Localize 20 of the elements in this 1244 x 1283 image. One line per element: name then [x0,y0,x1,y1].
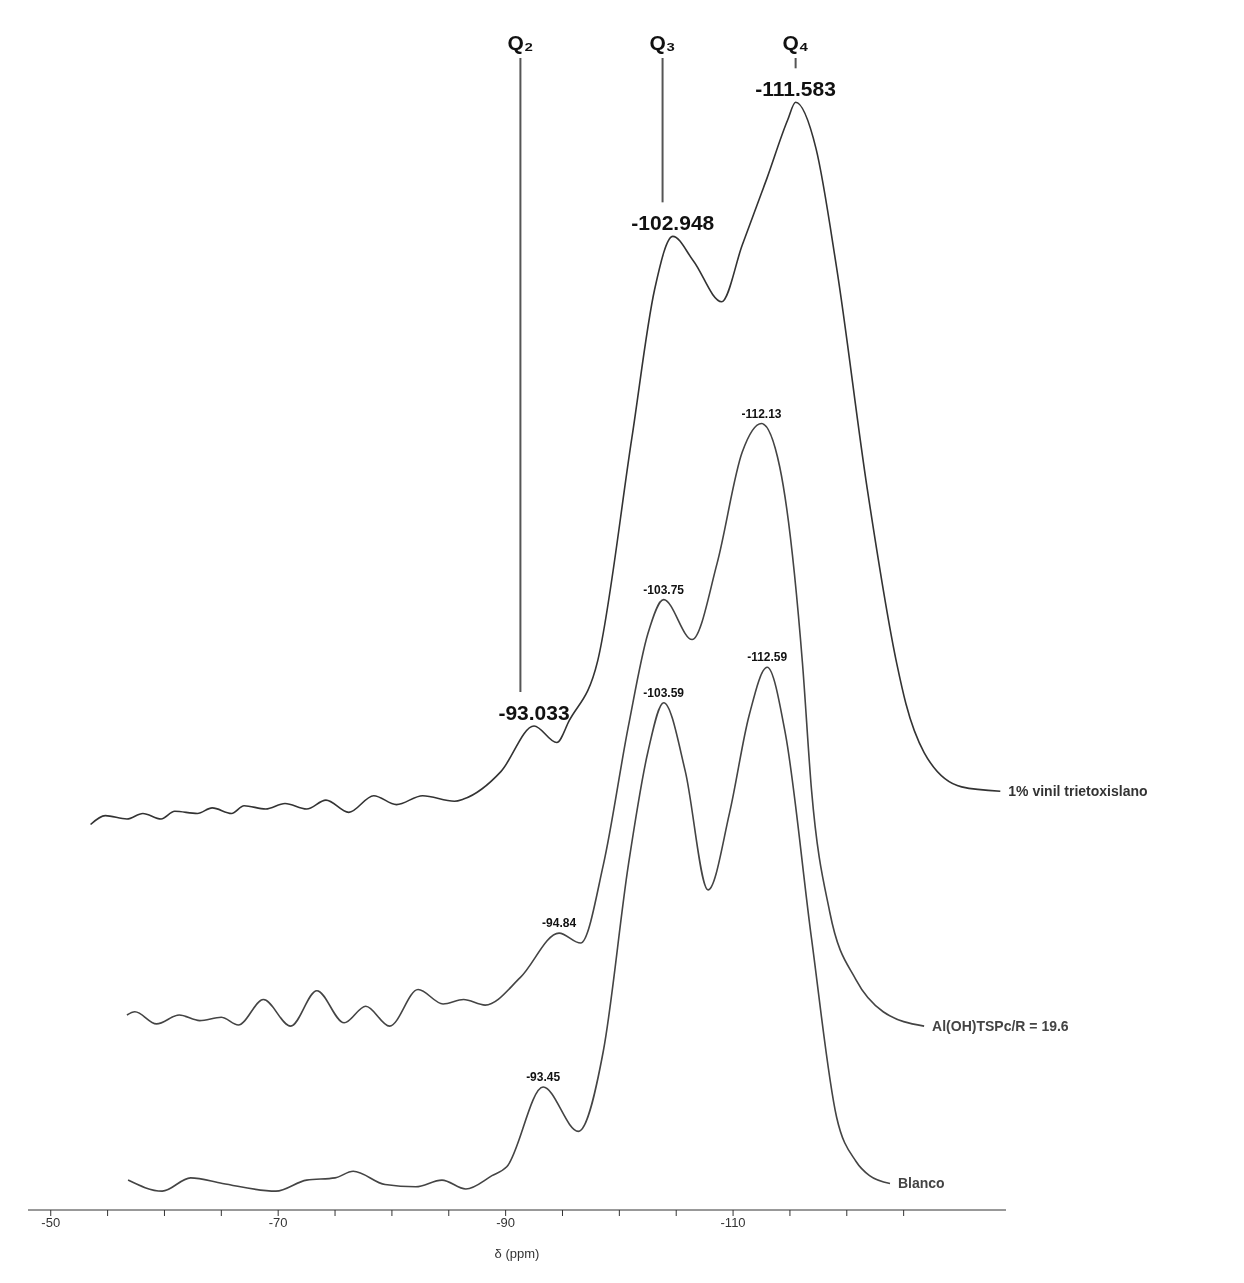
annotation: -94.84 [542,916,577,931]
ref-line-label: Q₂ [507,31,534,54]
annotation: -103.59 [643,685,685,700]
x-tick-label: -50 [41,1215,61,1231]
annotation: -112.13 [741,406,782,421]
series-label: 1% vinil trietoxislano [1008,783,1148,800]
ref-line-label: Q₃ [649,31,676,54]
series-label: Al(OH)TSPc/R = 19.6 [932,1018,1069,1035]
annotation: -111.583 [755,77,836,101]
x-tick-label: -70 [268,1215,288,1231]
x-tick-label: -110 [720,1215,746,1231]
x-axis-title: δ (ppm) [494,1246,540,1261]
ref-line-label: Q₄ [782,31,809,54]
annotation: -93.45 [526,1070,561,1085]
annotation: -112.59 [747,650,788,665]
annotation: -103.75 [643,582,685,597]
series-label: Blanco [898,1175,945,1192]
x-tick-label: -90 [496,1215,516,1231]
annotation: -102.948 [631,211,715,235]
annotation: -93.033 [498,700,570,724]
